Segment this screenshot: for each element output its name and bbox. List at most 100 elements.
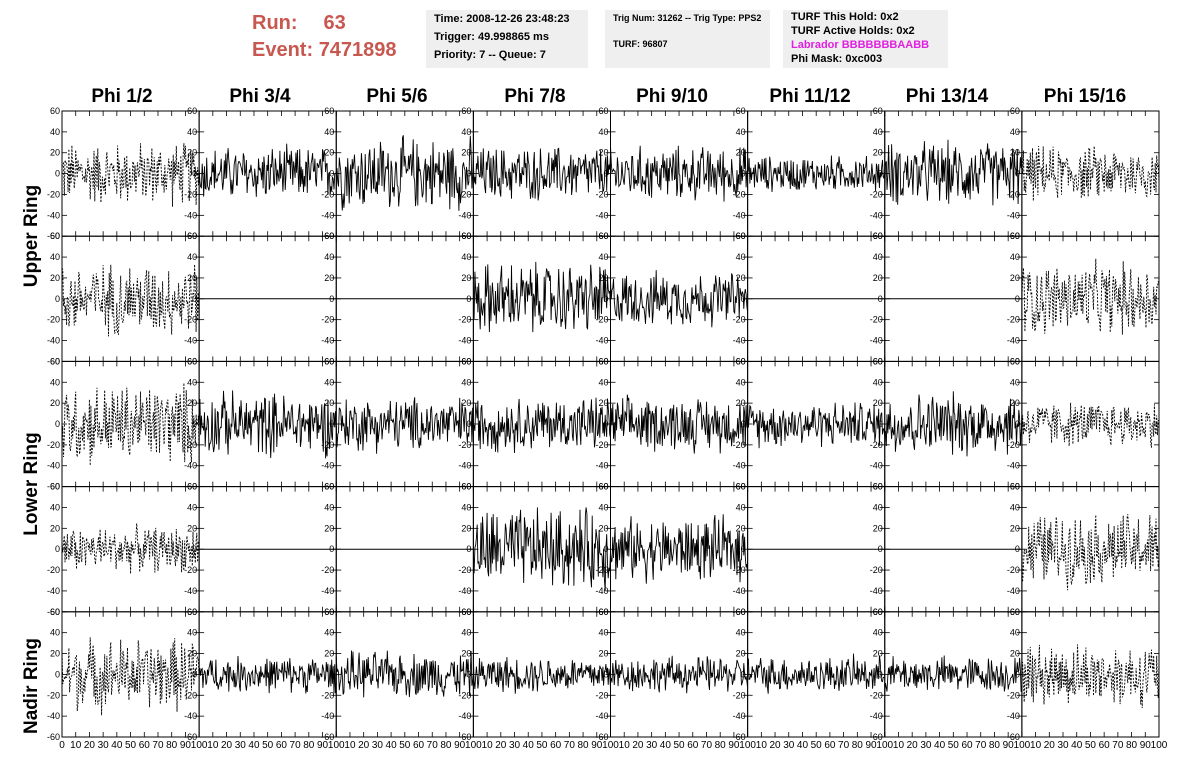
y-tick-label: -20: [1007, 315, 1020, 325]
x-tick-label: 40: [934, 740, 946, 751]
y-tick-label: -20: [321, 565, 334, 575]
waveform-trace: [61, 143, 200, 207]
y-tick-label: 60: [598, 106, 608, 116]
y-tick-label: 20: [461, 148, 471, 158]
turf-info-box: TURF This Hold: 0x2 TURF Active Holds: 0…: [783, 10, 948, 68]
y-tick-label: 40: [461, 628, 471, 638]
waveform-trace: [61, 264, 200, 337]
col-title-phi-1-2: Phi 1/2: [91, 86, 153, 107]
y-tick-label: 40: [324, 377, 334, 387]
y-tick-label: 60: [461, 106, 471, 116]
x-tick-label: 50: [125, 740, 137, 751]
panel-frame: [472, 235, 611, 362]
y-tick-label: -20: [595, 315, 608, 325]
x-tick-label: 20: [907, 740, 919, 751]
y-tick-label: 20: [461, 273, 471, 283]
y-tick-label: -20: [458, 315, 471, 325]
y-tick-label: -60: [1007, 732, 1020, 742]
x-tick-label: 50: [262, 740, 274, 751]
y-tick-label: -40: [733, 210, 746, 220]
panel-frame: [747, 360, 886, 488]
y-tick-label: -20: [321, 315, 334, 325]
y-tick-label: 40: [598, 127, 608, 137]
x-tick-label: 100: [465, 740, 482, 751]
y-tick-label: 40: [187, 628, 197, 638]
y-tick-label: 60: [1010, 482, 1020, 492]
y-tick-label: 40: [324, 502, 334, 512]
y-tick-label: -40: [1007, 336, 1020, 346]
x-tick-label: 10: [344, 740, 356, 751]
y-tick-label: 40: [736, 377, 746, 387]
y-tick-label: -60: [47, 607, 60, 617]
y-tick-label: 20: [873, 273, 883, 283]
waveform-trace: [198, 390, 337, 459]
y-tick-label: 0: [55, 544, 60, 554]
y-tick-label: 40: [1010, 628, 1020, 638]
y-tick-label: 0: [603, 169, 608, 179]
waveform-trace: [610, 145, 748, 202]
y-tick-label: -40: [321, 586, 334, 596]
y-tick-label: 0: [741, 544, 746, 554]
y-tick-label: -20: [47, 315, 60, 325]
x-tick-label: 100: [1014, 740, 1031, 751]
x-tick-label: 40: [797, 740, 809, 751]
y-tick-label: -40: [321, 210, 334, 220]
y-tick-label: -40: [184, 336, 197, 346]
y-tick-label: 0: [878, 419, 883, 429]
y-tick-label: 60: [187, 482, 197, 492]
y-tick-label: -60: [47, 482, 60, 492]
waveform-trace: [472, 507, 611, 591]
y-tick-label: -20: [184, 565, 197, 575]
y-tick-label: -40: [595, 336, 608, 346]
x-tick-label: 90: [728, 740, 740, 751]
y-tick-label: -60: [184, 732, 197, 742]
y-tick-label: 60: [1010, 106, 1020, 116]
x-tick-label: 50: [948, 740, 960, 751]
x-tick-label: 50: [399, 740, 411, 751]
x-tick-label: 90: [865, 740, 877, 751]
x-tick-label: 80: [1126, 740, 1138, 751]
y-tick-label: -20: [870, 690, 883, 700]
y-tick-label: -20: [184, 315, 197, 325]
y-tick-label: 20: [50, 523, 60, 533]
y-tick-label: 20: [324, 273, 334, 283]
x-tick-label: 50: [1085, 740, 1097, 751]
y-tick-label: 0: [878, 669, 883, 679]
x-tick-label: 30: [98, 740, 110, 751]
y-tick-label: -20: [870, 315, 883, 325]
y-tick-label: -20: [733, 189, 746, 199]
y-tick-label: 0: [192, 294, 197, 304]
waveform-trace: [884, 391, 1023, 457]
y-tick-label: 0: [192, 669, 197, 679]
y-tick-label: 60: [50, 231, 60, 241]
x-tick-label: 60: [1099, 740, 1111, 751]
y-tick-label: 40: [736, 628, 746, 638]
y-tick-label: 20: [187, 523, 197, 533]
y-tick-label: 40: [50, 502, 60, 512]
y-tick-label: -40: [595, 586, 608, 596]
y-tick-label: -60: [47, 231, 60, 241]
y-tick-label: 40: [873, 502, 883, 512]
x-tick-label: 90: [591, 740, 603, 751]
x-tick-label: 40: [248, 740, 260, 751]
x-tick-label: 60: [961, 740, 973, 751]
x-tick-label: 90: [180, 740, 192, 751]
y-tick-label: -40: [47, 210, 60, 220]
x-tick-label: 10: [619, 740, 631, 751]
y-tick-label: -60: [458, 732, 471, 742]
x-tick-label: 70: [701, 740, 713, 751]
y-tick-label: -60: [595, 732, 608, 742]
y-tick-label: 60: [187, 607, 197, 617]
y-tick-label: 60: [324, 106, 334, 116]
y-tick-label: 40: [50, 628, 60, 638]
y-tick-label: 0: [603, 419, 608, 429]
y-tick-label: -40: [321, 336, 334, 346]
x-tick-label: 60: [824, 740, 836, 751]
y-tick-label: -20: [47, 440, 60, 450]
y-tick-label: 40: [736, 252, 746, 262]
waveform-trace: [335, 135, 474, 211]
x-tick-label: 10: [1030, 740, 1042, 751]
y-tick-label: 60: [461, 482, 471, 492]
y-tick-label: 0: [329, 669, 334, 679]
y-tick-label: 40: [461, 252, 471, 262]
